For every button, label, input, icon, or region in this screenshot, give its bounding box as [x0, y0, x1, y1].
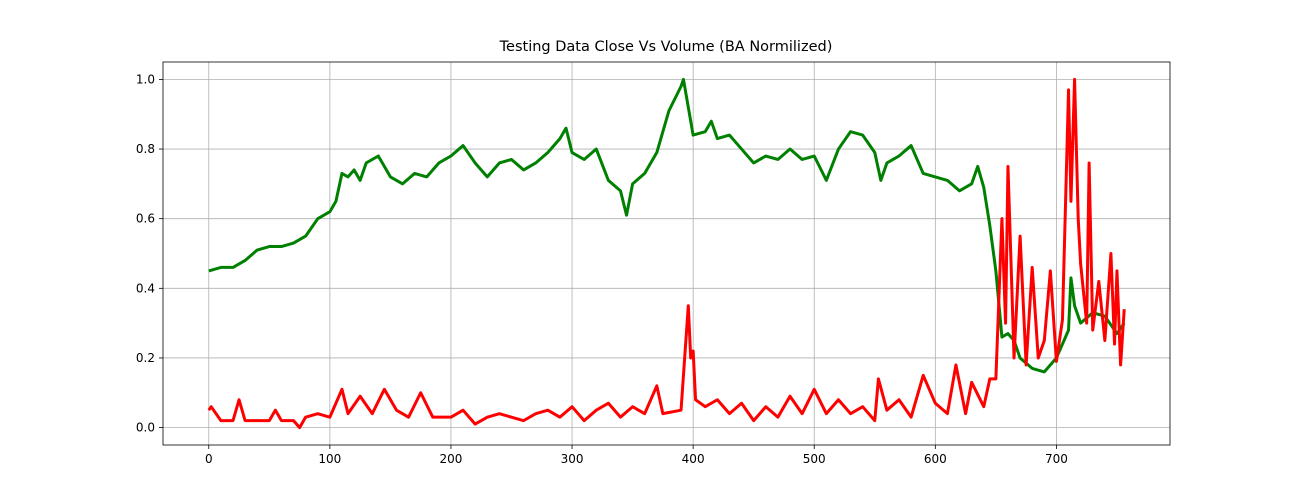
- y-tick-label: 0.8: [136, 142, 155, 156]
- x-tick-label: 600: [924, 452, 947, 466]
- y-tick-label: 0.0: [136, 421, 155, 435]
- x-tick-label: 100: [318, 452, 341, 466]
- data-line: [208, 77, 1126, 374]
- y-tick-label: 0.6: [136, 212, 155, 226]
- x-tick-label: 500: [803, 452, 826, 466]
- y-tick-label: 0.2: [136, 351, 155, 365]
- x-tick-label: 700: [1045, 452, 1068, 466]
- x-tick-label: 200: [440, 452, 463, 466]
- x-tick-label: 0: [205, 452, 213, 466]
- y-tick-label: 0.4: [136, 281, 155, 295]
- x-tick-label: 400: [682, 452, 705, 466]
- plot-frame: [162, 61, 1171, 446]
- y-tick-label: 1.0: [136, 72, 155, 86]
- chart-title: Testing Data Close Vs Volume (BA Normili…: [499, 39, 833, 55]
- data-line: [207, 77, 1126, 430]
- x-tick-label: 300: [561, 452, 584, 466]
